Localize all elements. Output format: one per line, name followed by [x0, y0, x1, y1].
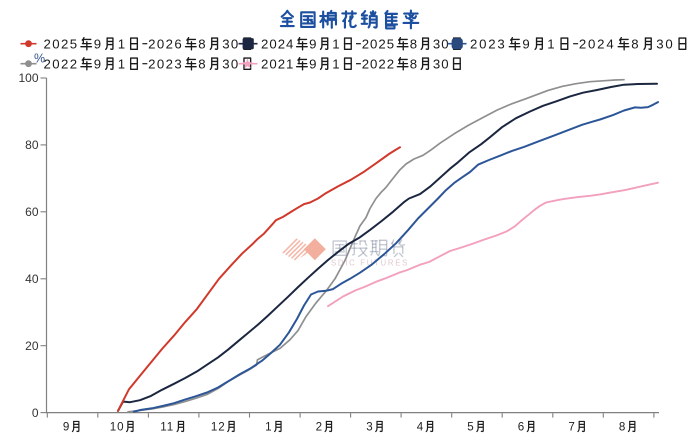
svg-text:8: 8 — [198, 57, 207, 72]
svg-text:7: 7 — [568, 421, 575, 434]
svg-text:1: 1 — [118, 37, 127, 52]
svg-text:1: 1 — [332, 37, 340, 52]
svg-text:3: 3 — [366, 421, 373, 434]
svg-text:9: 9 — [309, 37, 317, 52]
svg-text:9: 9 — [522, 37, 531, 52]
svg-text:2: 2 — [316, 421, 323, 434]
svg-text:9: 9 — [63, 421, 70, 434]
svg-text:8: 8 — [198, 37, 207, 52]
svg-text:8: 8 — [410, 37, 418, 52]
svg-text:20: 20 — [25, 339, 39, 353]
svg-text:1: 1 — [547, 37, 556, 52]
svg-text:12: 12 — [211, 421, 226, 434]
svg-text:1: 1 — [118, 57, 127, 72]
svg-text:2023: 2023 — [148, 57, 183, 72]
svg-text:11: 11 — [160, 421, 174, 434]
svg-text:5: 5 — [467, 421, 474, 434]
svg-text:SDIC FUTURES: SDIC FUTURES — [331, 259, 409, 268]
svg-text:2024: 2024 — [261, 37, 294, 52]
svg-text:30: 30 — [222, 57, 240, 72]
svg-text:1: 1 — [265, 421, 272, 434]
svg-text:30: 30 — [433, 57, 450, 72]
svg-text:2022: 2022 — [44, 57, 79, 72]
svg-text:10: 10 — [110, 421, 125, 434]
svg-text:40: 40 — [25, 272, 39, 286]
svg-text:30: 30 — [222, 37, 240, 52]
svg-text:%: % — [34, 52, 45, 66]
svg-text:0: 0 — [32, 406, 39, 420]
svg-text:8: 8 — [410, 57, 418, 72]
svg-text:8: 8 — [631, 37, 640, 52]
svg-text:2022: 2022 — [362, 57, 395, 72]
svg-text:100: 100 — [18, 71, 38, 85]
svg-text:2021: 2021 — [261, 57, 294, 72]
svg-text:2024: 2024 — [579, 37, 616, 52]
svg-text:8: 8 — [619, 421, 626, 434]
svg-text:9: 9 — [94, 57, 103, 72]
svg-text:4: 4 — [417, 421, 424, 434]
svg-text:9: 9 — [309, 57, 317, 72]
svg-text:80: 80 — [25, 138, 39, 152]
svg-text:9: 9 — [94, 37, 103, 52]
svg-text:2025: 2025 — [44, 37, 79, 52]
svg-text:1: 1 — [332, 57, 340, 72]
svg-text:2023: 2023 — [470, 37, 507, 52]
svg-text:6: 6 — [518, 421, 525, 434]
svg-text:30: 30 — [433, 37, 450, 52]
svg-text:2025: 2025 — [362, 37, 395, 52]
svg-text:60: 60 — [25, 205, 39, 219]
svg-text:30: 30 — [656, 37, 674, 52]
svg-text:2026: 2026 — [148, 37, 183, 52]
